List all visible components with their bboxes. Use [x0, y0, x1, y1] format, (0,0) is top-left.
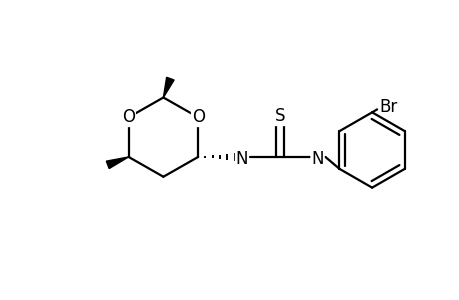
- Text: O: O: [191, 108, 204, 126]
- Text: N: N: [235, 150, 248, 168]
- Text: N: N: [311, 150, 323, 168]
- Text: S: S: [274, 107, 284, 125]
- Polygon shape: [106, 157, 129, 169]
- Polygon shape: [163, 77, 174, 98]
- Text: Br: Br: [378, 98, 397, 116]
- Text: O: O: [122, 108, 135, 126]
